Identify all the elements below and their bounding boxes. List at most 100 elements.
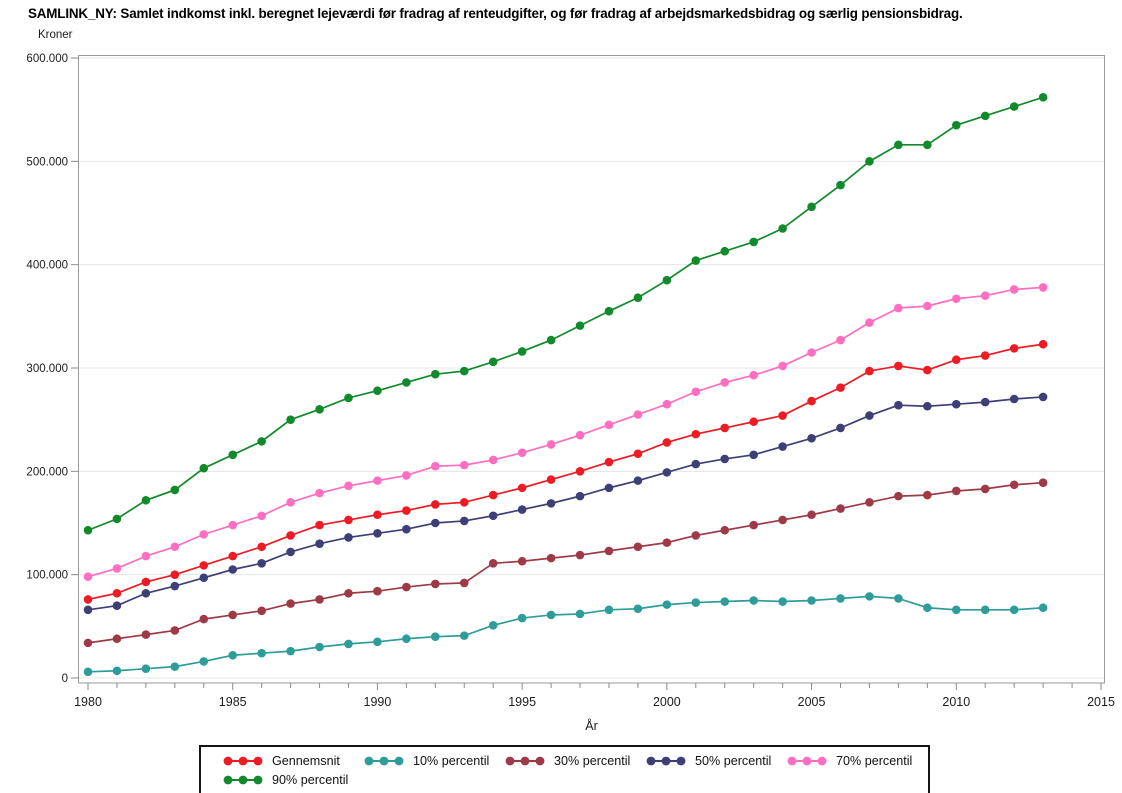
data-point-marker: [112, 588, 122, 598]
series-50-percentil: [83, 392, 1048, 615]
data-point-marker: [83, 525, 93, 535]
data-point-marker: [517, 556, 527, 566]
data-point-marker: [83, 595, 93, 604]
data-point-marker: [807, 348, 816, 357]
data-point-marker: [980, 605, 990, 615]
data-point-marker: [1038, 339, 1048, 349]
series-10-percentil-line: [87, 595, 1044, 673]
data-point-marker: [257, 511, 266, 521]
legend-marker-icon: [223, 756, 263, 765]
data-point-marker: [633, 476, 643, 485]
data-point-marker: [431, 579, 440, 589]
data-point-marker: [749, 237, 758, 247]
data-point-marker: [257, 437, 266, 446]
data-point-marker: [1009, 605, 1019, 615]
data-point-marker: [865, 318, 874, 327]
data-point-marker: [894, 140, 903, 150]
data-point-marker: [778, 224, 787, 233]
legend-item-label: 30% percentil: [554, 753, 631, 768]
data-point-marker: [373, 386, 382, 396]
chart-title: SAMLINK_NY: Samlet indkomst inkl. beregn…: [28, 6, 963, 21]
data-point-marker: [83, 605, 93, 615]
legend-item-70-percentil: 70% percentil: [787, 754, 928, 768]
series-10-percentil: [83, 592, 1048, 677]
data-point-marker: [575, 321, 585, 330]
data-point-marker: [923, 603, 932, 613]
data-point-marker: [604, 457, 614, 467]
data-point-marker: [257, 559, 266, 568]
data-point-marker: [344, 533, 353, 542]
data-point-marker: [83, 638, 93, 648]
data-point-marker: [286, 415, 295, 424]
data-point-marker: [170, 662, 180, 671]
data-point-marker: [749, 520, 758, 530]
plot-area: 0 100.000 200.000 300.000 400.000 500.000 600.…: [26, 53, 1115, 709]
data-point-marker: [373, 637, 382, 647]
data-point-marker: [951, 605, 961, 615]
data-point-marker: [980, 351, 990, 360]
data-point-marker: [662, 399, 672, 409]
data-point-marker: [836, 383, 845, 392]
data-point-marker: [691, 387, 701, 397]
data-point-marker: [1009, 285, 1019, 294]
data-point-marker: [575, 609, 585, 619]
data-point-marker: [894, 400, 903, 410]
data-point-marker: [170, 581, 180, 591]
data-point-marker: [83, 667, 93, 677]
data-point-marker: [720, 597, 730, 606]
data-point-marker: [951, 120, 961, 130]
data-point-marker: [402, 582, 411, 592]
data-point-marker: [691, 598, 701, 607]
data-point-marker: [633, 542, 643, 552]
data-point-marker: [228, 551, 238, 561]
data-point-marker: [402, 506, 411, 515]
data-point-marker: [633, 293, 643, 303]
data-point-marker: [546, 553, 556, 563]
x-tick-label: 1995: [508, 695, 536, 709]
data-point-marker: [894, 491, 903, 501]
data-point-marker: [836, 504, 845, 513]
y-axis-title: Kroner: [38, 29, 73, 41]
data-point-marker: [431, 461, 440, 471]
series-30-percentil-line: [87, 481, 1044, 644]
data-point-marker: [373, 529, 382, 538]
legend-marker-icon: [505, 756, 545, 765]
data-point-marker: [865, 366, 874, 376]
data-point-marker: [778, 597, 787, 606]
data-point-marker: [662, 438, 672, 447]
data-point-marker: [778, 442, 787, 451]
data-point-marker: [141, 664, 151, 673]
data-point-marker: [344, 393, 353, 403]
data-point-marker: [112, 601, 122, 610]
data-point-marker: [778, 361, 787, 371]
y-tick-label: 100.000: [26, 570, 68, 582]
data-point-marker: [720, 454, 730, 464]
data-point-marker: [517, 448, 527, 458]
series-30-percentil: [83, 478, 1048, 648]
data-point-marker: [980, 111, 990, 121]
data-point-marker: [807, 202, 816, 212]
data-point-marker: [604, 546, 614, 556]
data-point-marker: [575, 550, 585, 560]
data-point-marker: [951, 355, 961, 365]
data-point-marker: [286, 646, 295, 656]
data-point-marker: [923, 301, 932, 311]
data-point-marker: [199, 657, 209, 666]
legend-marker-icon: [223, 775, 263, 784]
y-tick-label: 400.000: [26, 260, 68, 272]
data-point-marker: [344, 639, 353, 649]
x-tick-label: 1980: [74, 695, 102, 709]
data-point-marker: [488, 511, 498, 521]
series-90-percentil: [83, 92, 1048, 535]
data-point-marker: [257, 648, 266, 658]
series-70-percentil-line: [87, 286, 1044, 578]
x-axis-ticks: 1980 1985 1990 1995 2000 2005 2010 2015: [74, 683, 1115, 709]
series-50-percentil-line: [87, 396, 1044, 611]
x-tick-label: 1990: [364, 695, 392, 709]
data-point-marker: [199, 530, 209, 539]
data-point-marker: [373, 586, 382, 596]
data-point-marker: [691, 531, 701, 540]
data-point-marker: [228, 650, 238, 660]
data-point-marker: [517, 505, 527, 514]
data-point-marker: [980, 397, 990, 407]
